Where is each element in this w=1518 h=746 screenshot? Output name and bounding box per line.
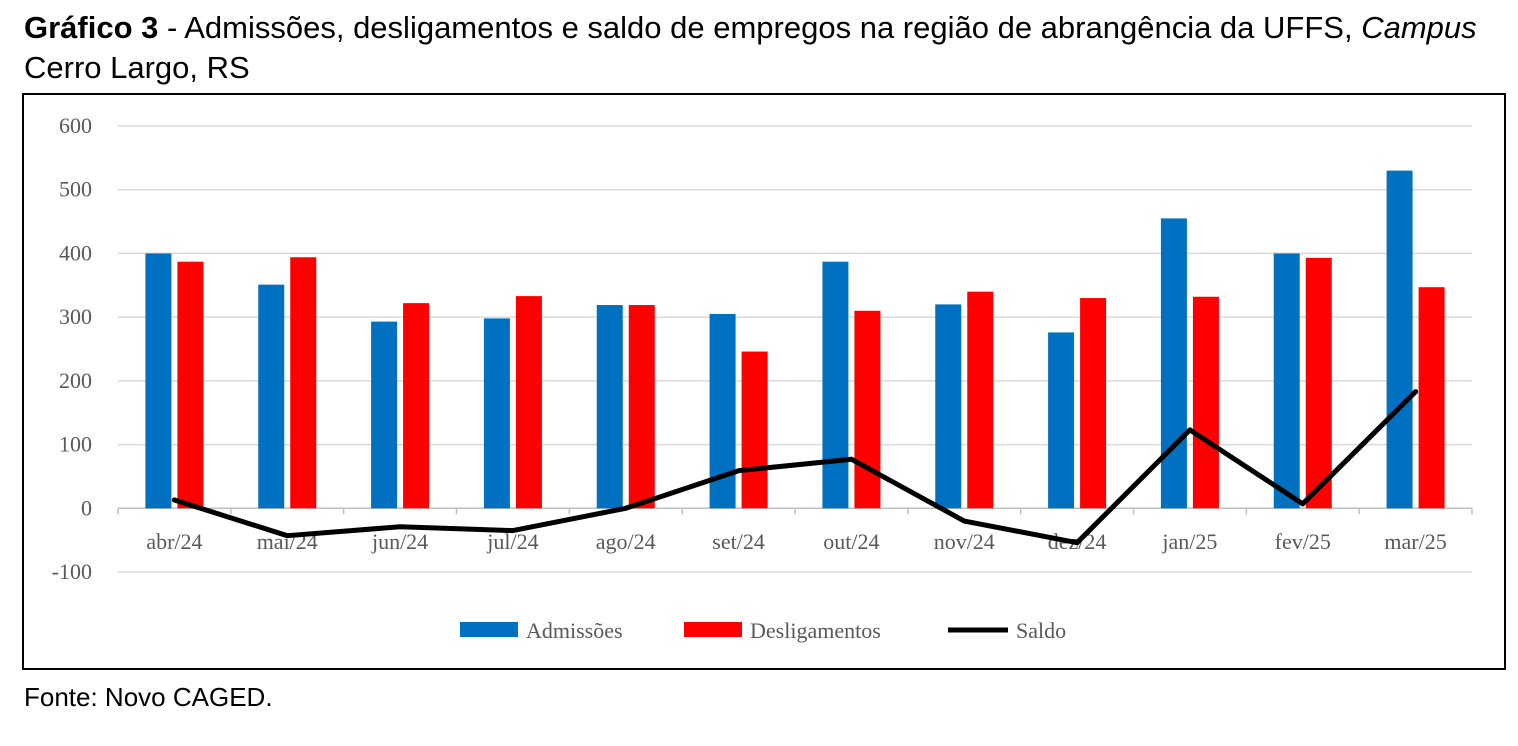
bar-desligamentos <box>177 261 204 509</box>
saldo-point <box>736 468 742 474</box>
y-tick-label: 300 <box>59 304 92 329</box>
bar-desligamentos <box>854 310 881 509</box>
saldo-point <box>397 524 403 530</box>
x-tick-label: nov/24 <box>934 529 995 554</box>
saldo-point <box>1413 389 1419 395</box>
bar-desligamentos <box>515 296 542 509</box>
bar-desligamentos <box>1305 257 1332 509</box>
bar-desligamentos <box>741 351 768 509</box>
bar-admissoes <box>1048 332 1075 509</box>
saldo-point <box>961 518 967 524</box>
y-tick-label: 600 <box>59 113 92 138</box>
saldo-point <box>848 456 854 462</box>
bar-desligamentos <box>1192 296 1219 509</box>
saldo-point <box>284 533 290 539</box>
bar-desligamentos <box>1080 298 1107 509</box>
x-tick-label: jan/25 <box>1161 529 1217 554</box>
chart-frame <box>22 93 1506 670</box>
saldo-line <box>171 389 1419 546</box>
bar-admissoes <box>1160 218 1187 509</box>
chart-source: Fonte: Novo CAGED. <box>24 682 273 712</box>
saldo-point <box>510 528 516 534</box>
caption-label: Gráfico 3 <box>24 10 159 45</box>
y-tick-label: 0 <box>81 495 92 520</box>
saldo-point <box>1187 427 1193 433</box>
saldo-point <box>1074 540 1080 546</box>
legend-label: Desligamentos <box>750 618 881 643</box>
x-tick-label: out/24 <box>823 529 879 554</box>
legend-swatch-admissoes <box>460 622 518 637</box>
bar-admissoes <box>1386 170 1413 509</box>
bar-admissoes <box>258 284 285 509</box>
bar-admissoes <box>371 321 398 509</box>
y-tick-label: 200 <box>59 368 92 393</box>
bar-admissoes <box>483 318 510 509</box>
bar-desligamentos <box>628 305 655 509</box>
bar-admissoes <box>822 261 849 509</box>
bar-desligamentos <box>403 303 430 509</box>
legend-swatch-desligamentos <box>684 622 742 637</box>
x-tick-label: ago/24 <box>596 529 656 554</box>
caption-text-2: Cerro Largo, RS <box>24 50 250 85</box>
y-tick-label: 100 <box>59 432 92 457</box>
legend-label: Admissões <box>526 618 623 643</box>
y-tick-label: 500 <box>59 177 92 202</box>
chart-caption: Gráfico 3 - Admissões, desligamentos e s… <box>24 8 1504 88</box>
x-tick-label: fev/25 <box>1275 529 1331 554</box>
saldo-point <box>1300 501 1306 507</box>
bar-admissoes <box>596 305 623 509</box>
saldo-point <box>623 505 629 511</box>
x-tick-label: jul/24 <box>486 529 538 554</box>
caption-separator: - <box>158 10 185 45</box>
x-tick-label: set/24 <box>712 529 765 554</box>
legend-label: Saldo <box>1016 618 1066 643</box>
caption-text-italic: Campus <box>1361 10 1477 45</box>
x-tick-label: mar/25 <box>1384 529 1446 554</box>
bar-admissoes <box>145 253 172 509</box>
saldo-point <box>171 497 177 503</box>
y-tick-label: -100 <box>52 559 92 584</box>
caption-text-1: Admissões, desligamentos e saldo de empr… <box>184 10 1362 45</box>
x-tick-label: jun/24 <box>371 529 428 554</box>
x-tick-label: abr/24 <box>146 529 202 554</box>
bar-admissoes <box>935 304 962 509</box>
bar-desligamentos <box>1418 287 1445 509</box>
y-tick-label: 400 <box>59 240 92 265</box>
bar-desligamentos <box>290 257 317 509</box>
bar-admissoes <box>1273 253 1300 509</box>
bar-desligamentos <box>967 291 994 509</box>
